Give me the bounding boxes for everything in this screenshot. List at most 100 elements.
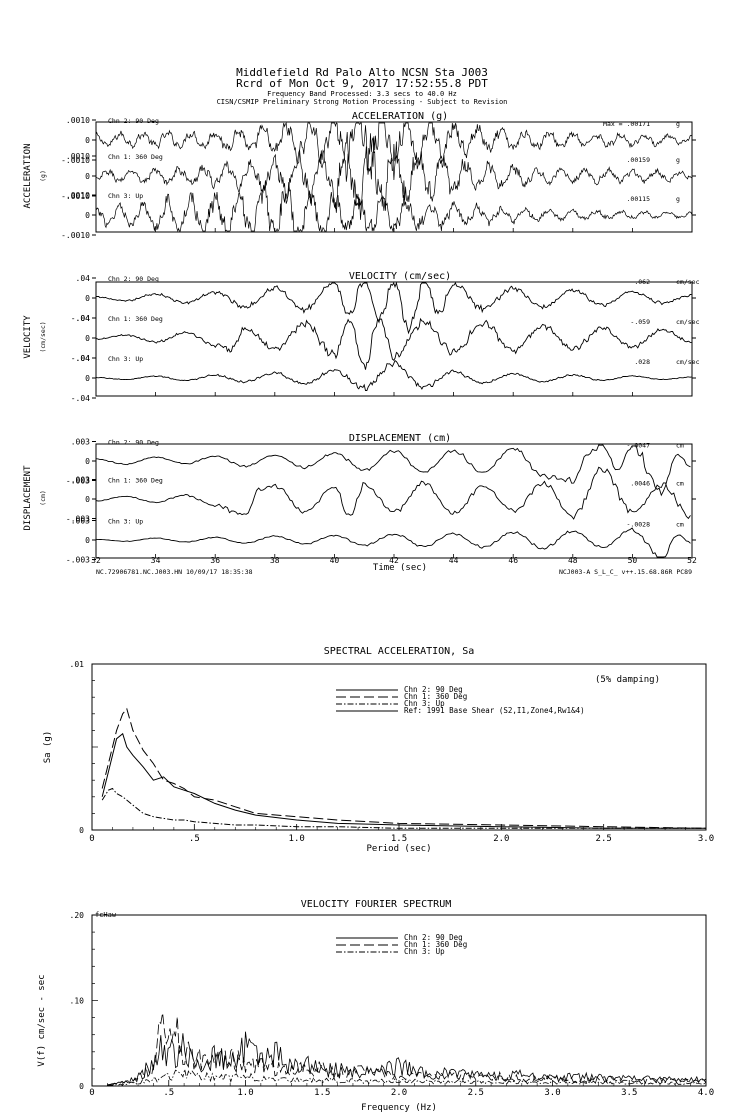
y-tick-label: .20 [70,911,85,920]
y-label-top: .04 [76,354,91,363]
channel-name: Chn 2: 90 Deg [108,439,159,447]
series-line [107,1031,707,1086]
chart-title: VELOCITY FOURIER SPECTRUM [301,899,452,910]
chart-title: SPECTRAL ACCELERATION, Sa [324,646,475,657]
y-tick-label: .01 [70,660,85,669]
y-label-bottom: -.003 [66,556,90,565]
record-id-label: NC.72906781.NC.J003.HN 10/09/17 18:35:38 [96,568,253,576]
channel-name: Chn 2: 90 Deg [108,117,159,125]
series-line [101,787,706,829]
x-tick-label: 1.0 [289,834,305,844]
time-tick-label: 46 [508,556,518,565]
channel-peak-unit: cm [676,521,684,529]
time-tick-label: 32 [91,556,101,565]
y-label-zero: 0 [85,172,90,181]
channel-peak-unit: g [676,120,680,128]
x-tick-label: 1.5 [391,834,407,844]
y-label-top: .0010 [66,116,90,125]
series-line [101,707,707,829]
displacement-section: DISPLACEMENT (cm) DISPLACEMENT (cm) .003 0 -.… [23,433,696,565]
section-title: VELOCITY (cm/sec) [349,271,451,282]
acceleration-section: ACCELERATION (g) ACCELERATION (g) .0010 0 -.0… [23,111,696,240]
channel-peak-value: .00159 [627,156,651,164]
section-title: ACCELERATION (g) [352,111,448,122]
waveform-trace [95,317,692,370]
y-label-zero: 0 [85,334,90,343]
y-label-zero: 0 [85,457,90,466]
x-tick-label: 0 [89,1088,94,1098]
section-frame [95,443,693,559]
x-axis-label: Period (sec) [366,844,431,854]
waveform-trace [95,444,691,497]
channel-name: Chn 1: 360 Deg [108,477,163,485]
channel-peak-unit: cm [676,480,684,488]
channel-peak-value: -.0047 [627,442,651,450]
y-label-bottom: -.003 [66,515,90,524]
section-side-label: ACCELERATION [23,143,33,208]
channel-peak-value: Max = .00171 [603,120,650,128]
y-label-bottom: -.0010 [61,156,90,165]
waveform-trace [95,182,693,233]
x-tick-label: 2.5 [468,1088,484,1098]
legend-label: Chn 1: 360 Deg [404,940,467,949]
legend-label: Chn 3: Up [404,947,445,956]
y-label-bottom: -.04 [71,354,90,363]
x-tick-label: 1.5 [314,1088,330,1098]
y-label-bottom: -.0010 [61,231,90,240]
time-tick-label: 34 [151,556,161,565]
x-tick-label: 3.0 [544,1088,560,1098]
processing-id-label: NCJ003-A S_L_C_ v++.15.68.86R PC89 [559,568,692,576]
channel-peak-value: .028 [634,358,650,366]
y-axis-label: Sa (g) [43,731,53,764]
x-tick-label: 3.0 [698,834,714,844]
y-label-top: .003 [71,476,90,485]
y-label-zero: 0 [85,495,90,504]
y-label-zero: 0 [85,374,90,383]
channel-name: Chn 3: Up [108,518,143,526]
channel-peak-unit: g [676,156,680,164]
damping-annotation: (5% damping) [595,675,660,685]
time-tick-label: 44 [449,556,459,565]
waveform-trace [95,131,693,220]
time-axis: 32 34 36 38 40 42 44 46 48 50 52 [91,556,697,565]
y-tick-label: 0 [79,826,84,835]
channel-name: Chn 2: 90 Deg [108,275,159,283]
y-label-zero: 0 [85,136,90,145]
time-tick-label: 52 [687,556,697,565]
channel-peak-unit: g [676,195,680,203]
y-label-top: .003 [71,438,90,447]
time-tick-label: 48 [568,556,578,565]
header-line-1: Middlefield Rd Palo Alto NCSN Sta J003 [236,66,488,79]
channel-peak-unit: cm/sec [676,358,700,366]
x-tick-label: 0 [89,834,94,844]
section-side-label: VELOCITY [23,315,33,359]
section-title: DISPLACEMENT (cm) [349,433,451,444]
legend-label: Chn 1: 360 Deg [404,692,467,701]
section-frame [95,281,693,397]
channel-peak-unit: cm [676,442,684,450]
channel-peak-value: .00115 [627,195,651,203]
channel-peak-value: -.062 [630,278,650,286]
header-line-3: Frequency Band Processed: 3.3 secs to 40… [267,90,457,98]
waveform-trace [95,122,692,182]
x-tick-label: 1.0 [237,1088,253,1098]
channel-peak-value: -.059 [630,318,650,326]
y-label-bottom: -.003 [66,477,90,486]
x-tick-label: 4.0 [698,1088,714,1098]
section-side-label: DISPLACEMENT [23,465,33,531]
x-tick-label: 3.5 [621,1088,637,1098]
legend-label: Ref: 1991 Base Shear (S2,I1,Zone4,Rw1&4) [404,706,585,715]
y-label-top: .003 [71,517,90,526]
y-label-top: .0010 [66,191,90,200]
channel-name: Chn 3: Up [108,192,143,200]
y-label-top: .04 [76,314,91,323]
header-line-2: Rcrd of Mon Oct 9, 2017 17:52:55.8 PDT [236,77,488,90]
channel-name: Chn 3: Up [108,355,143,363]
y-tick-label: .10 [70,997,85,1006]
plot-frame [91,663,707,831]
x-tick-label: 2.0 [391,1088,407,1098]
channel-peak-unit: cm/sec [676,278,700,286]
series-line [107,1069,707,1086]
y-label-zero: 0 [85,211,90,220]
section-unit-label: (g) [39,170,47,182]
